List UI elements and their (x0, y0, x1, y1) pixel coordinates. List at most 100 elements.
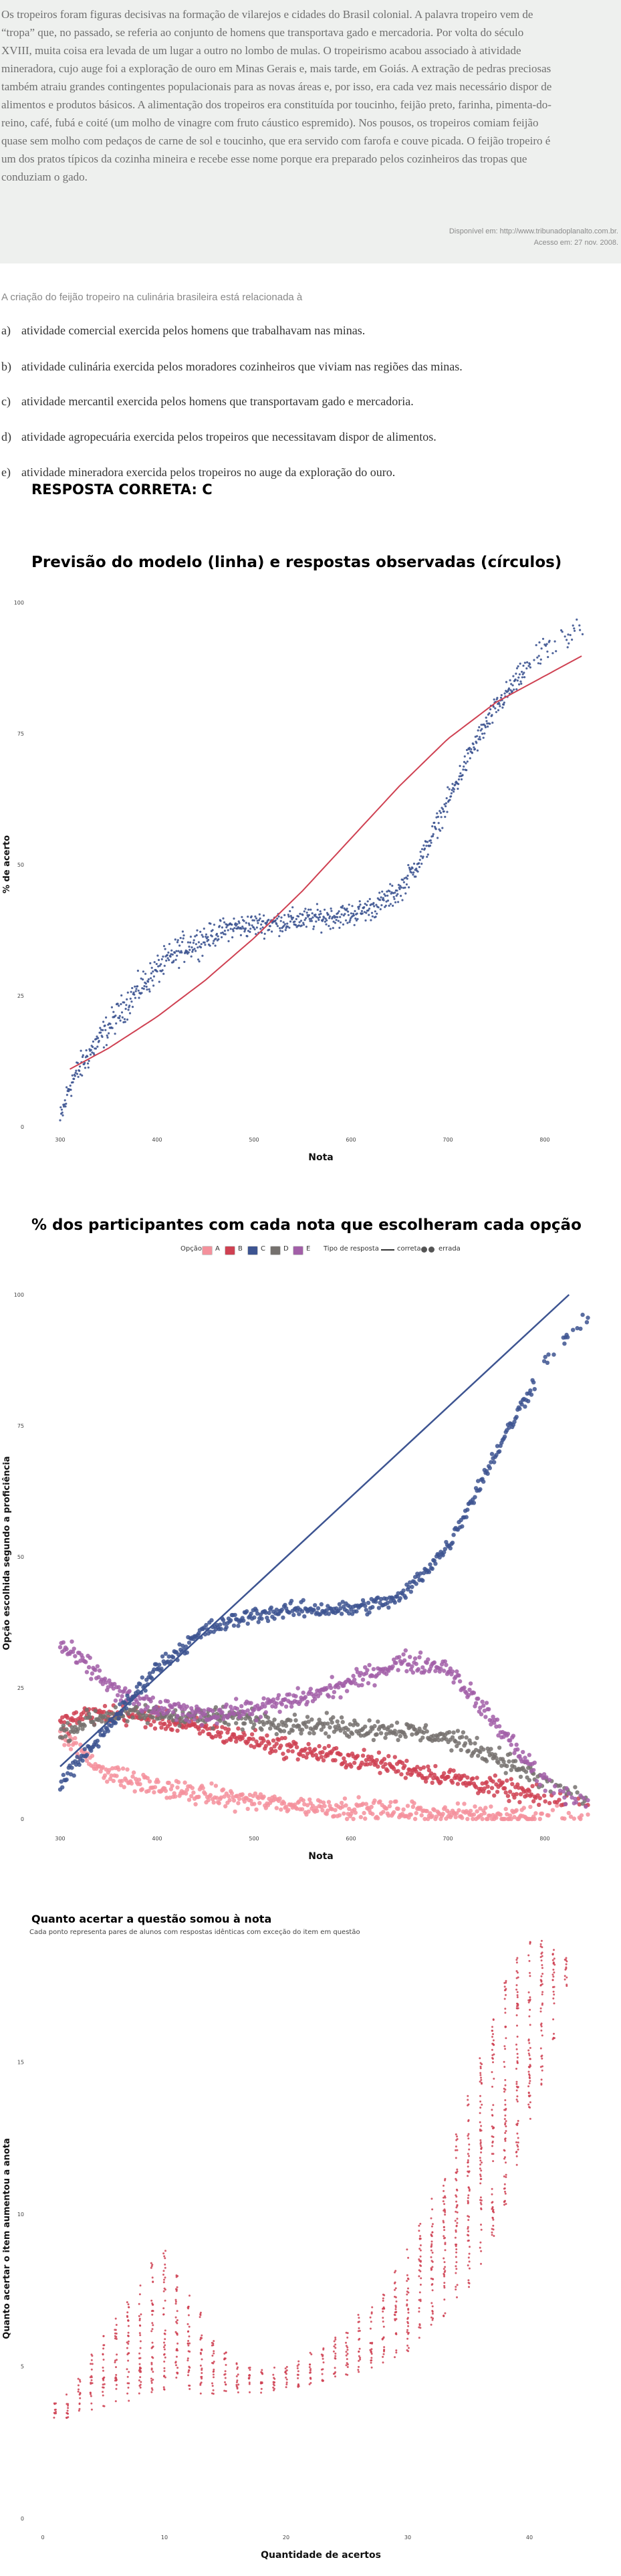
chart2-point-option-c (378, 1596, 384, 1602)
chart2-point-option-c (529, 1392, 534, 1397)
chart1-observed-point (241, 916, 243, 918)
chart1-observed-point (212, 942, 215, 945)
chart1-observed-point (211, 929, 214, 932)
chart3-point (394, 2271, 396, 2274)
chart1-observed-point (262, 920, 265, 923)
chart2-point-option-a (339, 1800, 344, 1806)
chart3-point (151, 2356, 154, 2359)
chart3-point (529, 2101, 531, 2104)
chart3-point (455, 2288, 457, 2290)
chart1-observed-point (82, 1054, 84, 1057)
chart3-point (225, 2351, 227, 2354)
chart1-observed-point (439, 810, 441, 813)
chart2-point-option-c (269, 1605, 273, 1610)
chart3-x-tick-label: 10 (161, 2535, 168, 2541)
chart3-point (296, 2373, 299, 2376)
chart1-observed-point (376, 912, 378, 915)
chart3-point (516, 2095, 519, 2098)
chart2-point-option-a (363, 1816, 368, 1821)
chart2-point-option-d (319, 1727, 324, 1732)
chart1-observed-point (300, 924, 303, 927)
chart3-point (152, 2345, 154, 2348)
chart2-point-option-b (502, 1786, 507, 1791)
chart2-point-option-c (209, 1618, 214, 1622)
chart2-point-option-e (308, 1687, 313, 1691)
chart1-observed-point (316, 903, 318, 905)
chart3-point (114, 2400, 117, 2403)
chart2-point-option-e (432, 1660, 437, 1665)
chart3-point (66, 2411, 68, 2414)
chart2-point-option-a (362, 1810, 366, 1816)
chart3-point (442, 2220, 445, 2222)
chart1-observed-point (213, 924, 216, 926)
chart2-point-option-a (286, 1808, 291, 1812)
chart1-observed-point (207, 936, 209, 938)
chart3-point (430, 2316, 432, 2319)
chart2-point-option-a (324, 1812, 329, 1816)
chart2-point-option-d (473, 1741, 477, 1746)
chart1-observed-point (250, 915, 253, 918)
chart3-point (211, 2355, 214, 2357)
chart3-point (493, 2077, 495, 2080)
chart2-point-option-a (566, 1810, 571, 1816)
chart1-observed-point (472, 743, 475, 746)
chart2-point-option-b (283, 1755, 289, 1760)
chart2-point-option-b (442, 1771, 447, 1776)
chart2-point-option-e (220, 1710, 225, 1715)
chart2-point-option-c (481, 1479, 486, 1484)
chart3-point (455, 2139, 458, 2141)
chart2-point-option-c (299, 1609, 305, 1614)
chart3-point (467, 2135, 469, 2137)
chart3-point (382, 2307, 385, 2310)
chart2-point-option-c (287, 1610, 292, 1615)
chart2-point-option-c (77, 1762, 82, 1767)
chart3-point (139, 2334, 142, 2337)
chart3-point (358, 2329, 361, 2332)
chart3-point (102, 2335, 105, 2337)
chart2-point-option-b (446, 1774, 451, 1780)
chart2-point-option-a (102, 1773, 108, 1778)
chart1-observed-point (251, 919, 254, 922)
chart3-point (359, 2357, 362, 2359)
chart2-point-option-c (376, 1606, 382, 1610)
chart2-point-option-e (231, 1711, 237, 1717)
chart3-point (418, 2298, 420, 2301)
chart1-observed-point (547, 655, 549, 659)
chart2-point-option-e (397, 1654, 402, 1660)
chart2-point-option-e (287, 1692, 292, 1697)
chart1-observed-point (327, 913, 330, 916)
chart2-point-option-c (59, 1779, 64, 1784)
chart2-point-option-a (489, 1804, 493, 1809)
chart2-point-option-e (202, 1708, 207, 1713)
chart3-subtitle: Cada ponto representa pares de alunos co… (29, 1929, 360, 1936)
chart1-observed-point (220, 932, 223, 934)
chart1-observed-point (339, 921, 342, 924)
chart1-observed-point (60, 1108, 63, 1111)
chart2-point-option-d (59, 1727, 64, 1731)
chart2-point-option-e (450, 1669, 455, 1674)
chart2-point-option-d (497, 1745, 502, 1750)
chart2-x-tick-label: 700 (443, 1836, 453, 1842)
chart2-point-option-b (313, 1747, 318, 1751)
chart3-point (431, 2278, 434, 2280)
chart1-observed-point (219, 920, 222, 922)
chart1-observed-point (324, 918, 327, 920)
chart3-point (492, 2033, 494, 2036)
chart2-point-option-e (156, 1712, 160, 1717)
chart3-point (551, 2038, 554, 2040)
chart3-point (564, 1978, 566, 1981)
chart3-point (491, 2202, 493, 2204)
chart3-point (492, 2104, 495, 2107)
chart1-observed-point (195, 943, 197, 946)
chart2-point-option-e (180, 1712, 185, 1717)
chart2-point-option-d (213, 1705, 219, 1710)
chart1-observed-point (453, 788, 456, 790)
chart1-observed-point (573, 627, 576, 630)
chart2-point-option-a (430, 1814, 434, 1818)
chart1-observed-point (135, 988, 138, 990)
chart3-point (541, 1946, 543, 1949)
chart2-point-option-e (541, 1772, 547, 1777)
chart3-point (479, 2167, 481, 2170)
chart2-point-option-c (224, 1624, 229, 1630)
chart1-observed-point (400, 895, 402, 897)
